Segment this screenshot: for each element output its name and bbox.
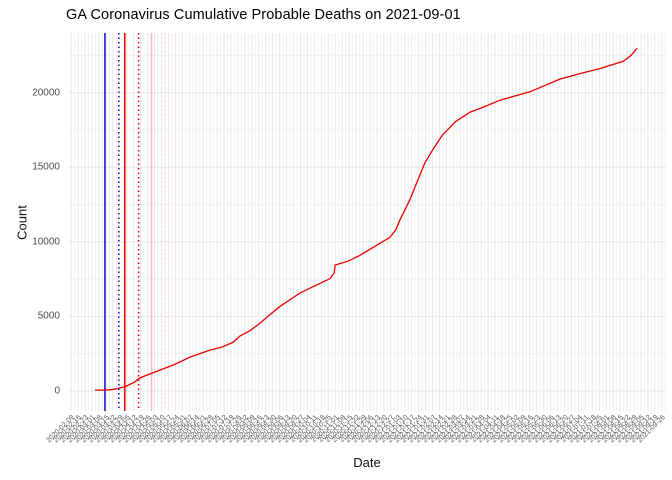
plot-panel xyxy=(68,33,666,411)
x-axis-title: Date xyxy=(353,455,381,470)
y-tick-label: 15000 xyxy=(32,161,60,173)
plot-title: GA Coronavirus Cumulative Probable Death… xyxy=(66,7,461,23)
y-tick-label: 0 xyxy=(54,385,60,397)
cumulative-probable-deaths-line xyxy=(94,47,638,391)
chart-panel-svg xyxy=(68,33,666,411)
y-tick-label: 10000 xyxy=(32,236,60,248)
y-axis-title: Count xyxy=(14,205,30,240)
y-tick-label: 5000 xyxy=(37,310,60,322)
y-tick-label: 20000 xyxy=(32,87,60,99)
